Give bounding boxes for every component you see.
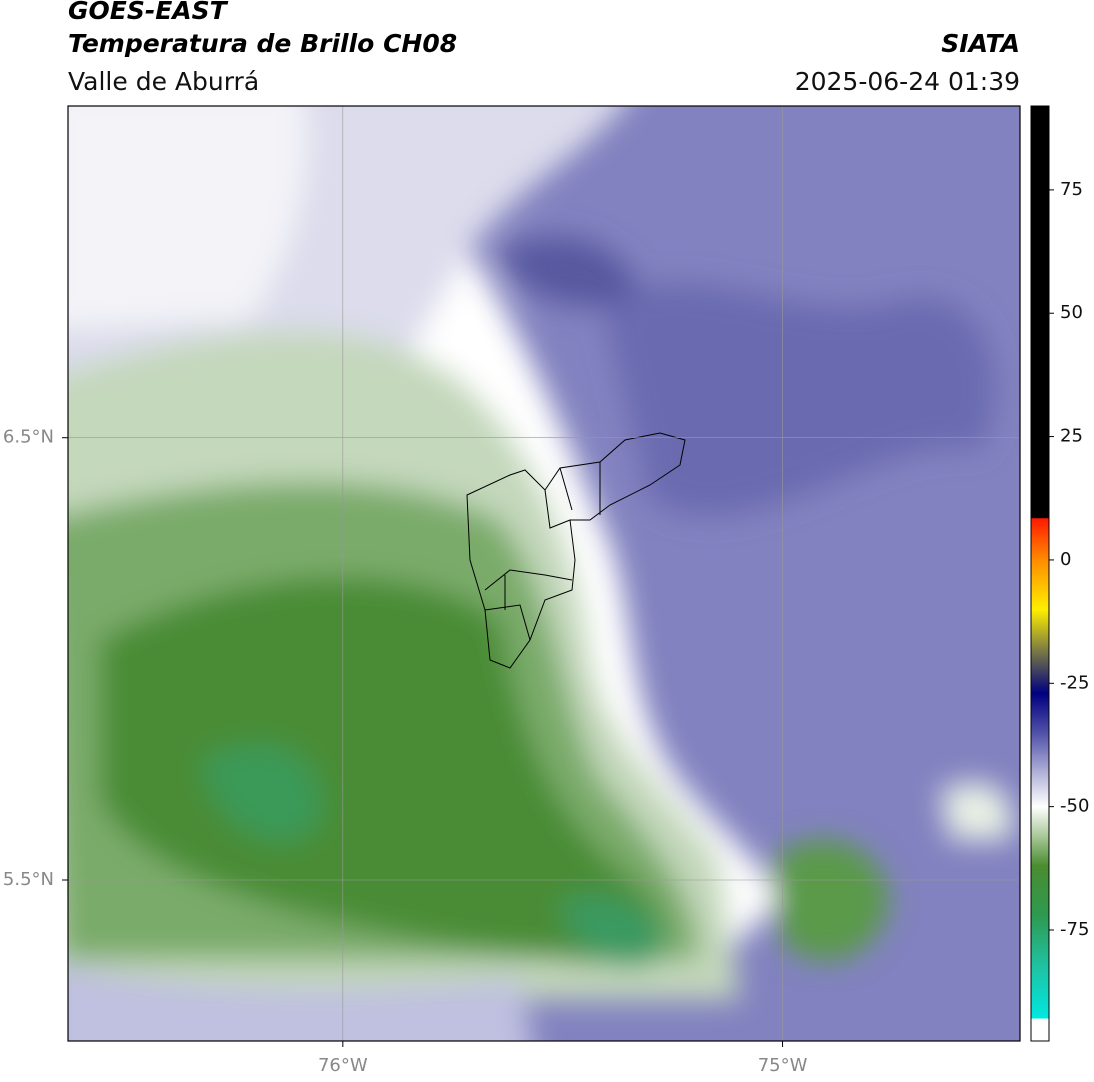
source: SIATA [941,29,1020,58]
colorbar-tick-label: -50 [1060,796,1089,817]
timestamp: 2025-06-24 01:39 [795,67,1020,96]
colorbar [1030,105,1050,1042]
subtitle: Temperatura de Brillo CH08 [68,29,457,58]
x-tick-label: 75°W [758,1055,808,1076]
colorbar-tick-label: 75 [1060,179,1083,200]
colorbar-tick-label: -25 [1060,672,1089,693]
colorbar-tick-label: -75 [1060,919,1089,940]
colorbar-tick-label: 25 [1060,426,1083,447]
title: GOES-EAST [68,0,229,25]
colorbar-tick-label: 0 [1060,549,1071,570]
x-tick-label: 76°W [318,1055,368,1076]
y-tick-label: 6.5°N [3,427,54,448]
valley-boundary [466,432,686,669]
map-frame [67,105,1021,1042]
y-tick-label: 5.5°N [3,869,54,890]
satellite-image [68,106,1020,1041]
region: Valle de Aburrá [68,67,259,96]
colorbar-tick-label: 50 [1060,302,1083,323]
